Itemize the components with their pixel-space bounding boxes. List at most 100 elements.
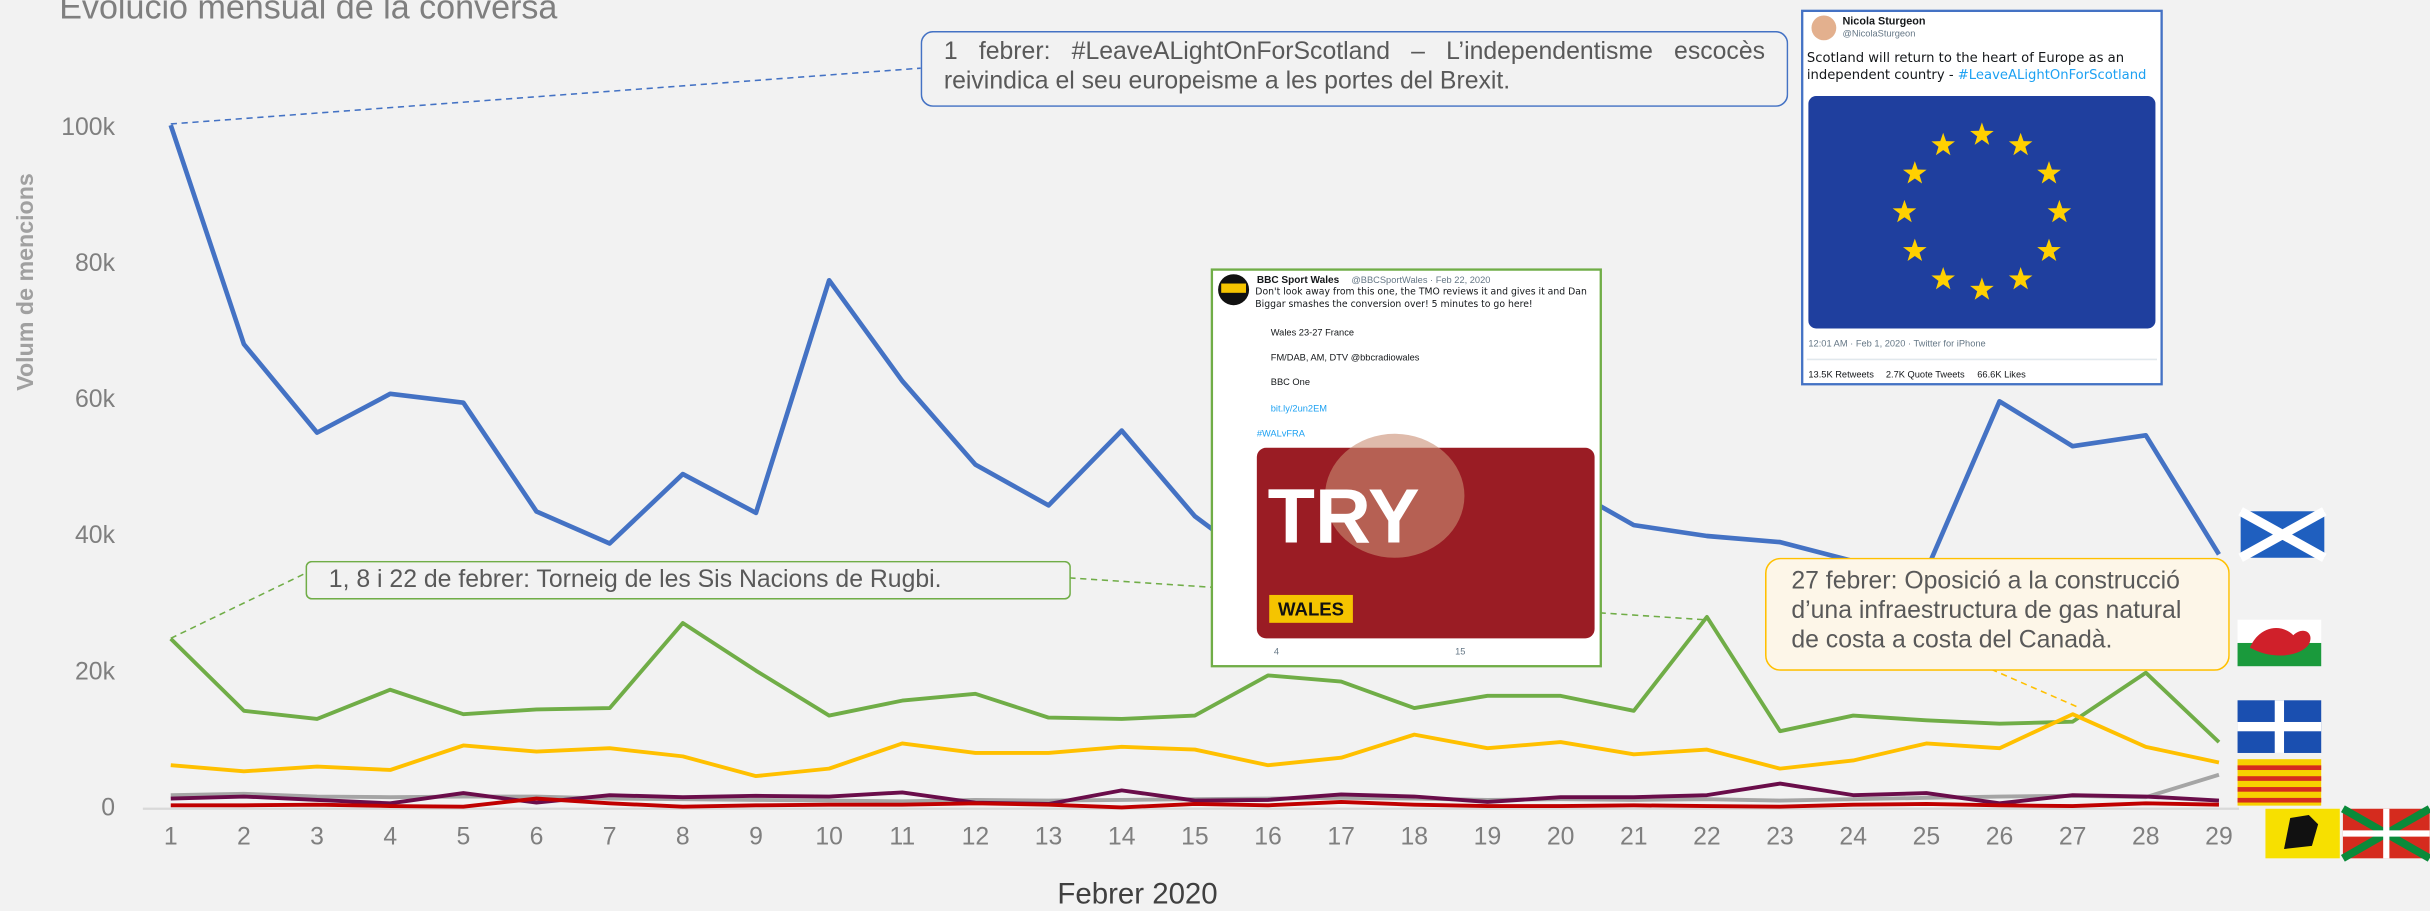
tweet-line: FM/DAB, AM, DTV @bbcradiowales: [1271, 352, 1420, 362]
flag-catalonia: [2237, 759, 2322, 806]
y-tick-label: 80k: [75, 250, 116, 277]
x-tick-label: 4: [383, 824, 397, 851]
annotation: 1 febrer: #LeaveALightOnForScotland – L’…: [920, 30, 1789, 107]
tweet-body: Don't look away from this one, the TMO r…: [1255, 286, 1587, 310]
x-tick-label: 8: [676, 824, 690, 851]
x-tick-label: 21: [1620, 824, 1648, 851]
x-tick-label: 29: [2205, 824, 2233, 851]
annotation-text: 27 febrer: Oposició a la construcció d’u…: [1765, 557, 2230, 671]
tweet: Nicola Sturgeon @NicolaSturgeon Scotland…: [1801, 9, 2163, 386]
x-tick-label: 27: [2059, 824, 2087, 851]
star: [1931, 266, 1955, 290]
tweet-text: Don't look away from this one, the TMO r…: [1255, 286, 1587, 310]
tweet-author: Nicola Sturgeon: [1842, 16, 1925, 28]
tweet: BBC Sport Wales @BBCSportWales · Feb 22,…: [1210, 268, 1602, 668]
flag-quebec: [2237, 700, 2322, 753]
tweet-stat: 66.6K Likes: [1977, 369, 2026, 379]
tweet-hashtag: #LeaveALightOnForScotland: [1957, 68, 2147, 85]
x-tick-label: 15: [1181, 824, 1209, 851]
x-tick-label: 6: [530, 824, 544, 851]
x-tick-label: 2: [237, 824, 251, 851]
image-text: TRY: [1268, 474, 1420, 560]
series-line: [170, 712, 2220, 779]
annotation: 27 febrer: Oposició a la construcció d’u…: [1765, 557, 2230, 671]
chart-title: Evolució mensual de la conversa: [59, 0, 557, 26]
x-tick-label: 16: [1254, 824, 1282, 851]
x-tick-label: 5: [456, 824, 470, 851]
x-tick-label: 11: [889, 824, 915, 851]
x-tick-label: 24: [1839, 824, 1867, 851]
tweet-handle: @NicolaSturgeon: [1842, 29, 1915, 39]
tweet-stat: 15: [1455, 647, 1465, 657]
star: [1892, 199, 1917, 223]
connector: [1990, 668, 2077, 708]
series-line: [169, 615, 2221, 744]
series-line: [170, 796, 2219, 810]
x-tick-label: 26: [1986, 824, 2014, 851]
series-line: [170, 781, 2220, 806]
star: [1970, 122, 1994, 145]
flag-wales: [2237, 619, 2322, 667]
star: [2037, 161, 2061, 184]
x-tick-label: 7: [603, 824, 617, 851]
eu-flag: [1808, 96, 2156, 329]
y-tick-label: 20k: [75, 658, 116, 685]
star: [2047, 199, 2072, 223]
x-tick-label: 17: [1327, 824, 1355, 851]
y-tick-label: 100k: [61, 114, 115, 141]
flag-flanders: [2265, 808, 2340, 859]
x-tick-label: 1: [164, 824, 178, 851]
tweet-line: bit.ly/2un2EM: [1271, 403, 1327, 413]
connector: [170, 67, 921, 125]
avatar-badge: [1221, 283, 1246, 293]
x-tick-label: 3: [310, 824, 324, 851]
tweet-meta: 12:01 AM · Feb 1, 2020 · Twitter for iPh…: [1808, 338, 1985, 348]
star: [1903, 238, 1927, 262]
annotation-text: 1 febrer: #LeaveALightOnForScotland – L’…: [920, 30, 1789, 107]
star: [2008, 132, 2033, 156]
x-tick-label: 13: [1035, 824, 1063, 851]
annotation-text: 1, 8 i 22 de febrer: Torneig de les Sis …: [305, 560, 1071, 600]
image-tag: [1269, 594, 1353, 623]
star: [1931, 132, 1955, 156]
flag-basque: [2340, 805, 2430, 862]
x-tick-label: 12: [962, 824, 990, 851]
connector: [170, 572, 306, 640]
image-text: WALES: [1278, 598, 1344, 619]
tweet-line: BBC One: [1271, 377, 1310, 387]
tweet-stat: 4: [1274, 647, 1279, 657]
x-tick-label: 18: [1401, 824, 1429, 851]
tweet-body: Scotland will return to the heart of Eur…: [1806, 51, 2147, 85]
x-tick-label: 19: [1474, 824, 1502, 851]
y-tick-label: 60k: [75, 386, 116, 413]
x-tick-label: 14: [1108, 824, 1136, 851]
x-tick-label: 20: [1547, 824, 1575, 851]
flag-scotland: [2238, 507, 2327, 562]
series-line: [170, 772, 2220, 804]
y-tick-label: 0: [101, 794, 115, 821]
y-tick-label: 40k: [75, 522, 116, 549]
x-tick-label: 9: [749, 824, 763, 851]
star: [2037, 238, 2061, 262]
star: [2008, 266, 2033, 290]
tweet-author: BBC Sport Wales: [1257, 275, 1340, 286]
x-axis-label: Febrer 2020: [1057, 877, 1217, 910]
tweet-text: Scotland will return to the heart of Eur…: [1806, 51, 2125, 85]
tweet-stat: 2.7K Quote Tweets: [1886, 369, 1965, 379]
x-tick-label: 25: [1913, 824, 1941, 851]
tweet-line: Wales 23-27 France: [1271, 328, 1354, 338]
y-axis-label: Volum de mencions: [12, 173, 38, 391]
star: [1970, 277, 1994, 300]
annotation: 1, 8 i 22 de febrer: Torneig de les Sis …: [305, 560, 1071, 600]
star: [1903, 161, 1927, 184]
avatar: [1811, 15, 1837, 41]
tweet-stat: 13.5K Retweets: [1808, 369, 1874, 379]
tweet-line: #WALvFRA: [1257, 428, 1306, 438]
x-tick-label: 28: [2132, 824, 2160, 851]
x-tick-label: 10: [815, 824, 843, 851]
x-tick-label: 22: [1693, 824, 1721, 851]
x-tick-label: 23: [1766, 824, 1794, 851]
tweet-handle: @BBCSportWales · Feb 22, 2020: [1351, 275, 1490, 285]
